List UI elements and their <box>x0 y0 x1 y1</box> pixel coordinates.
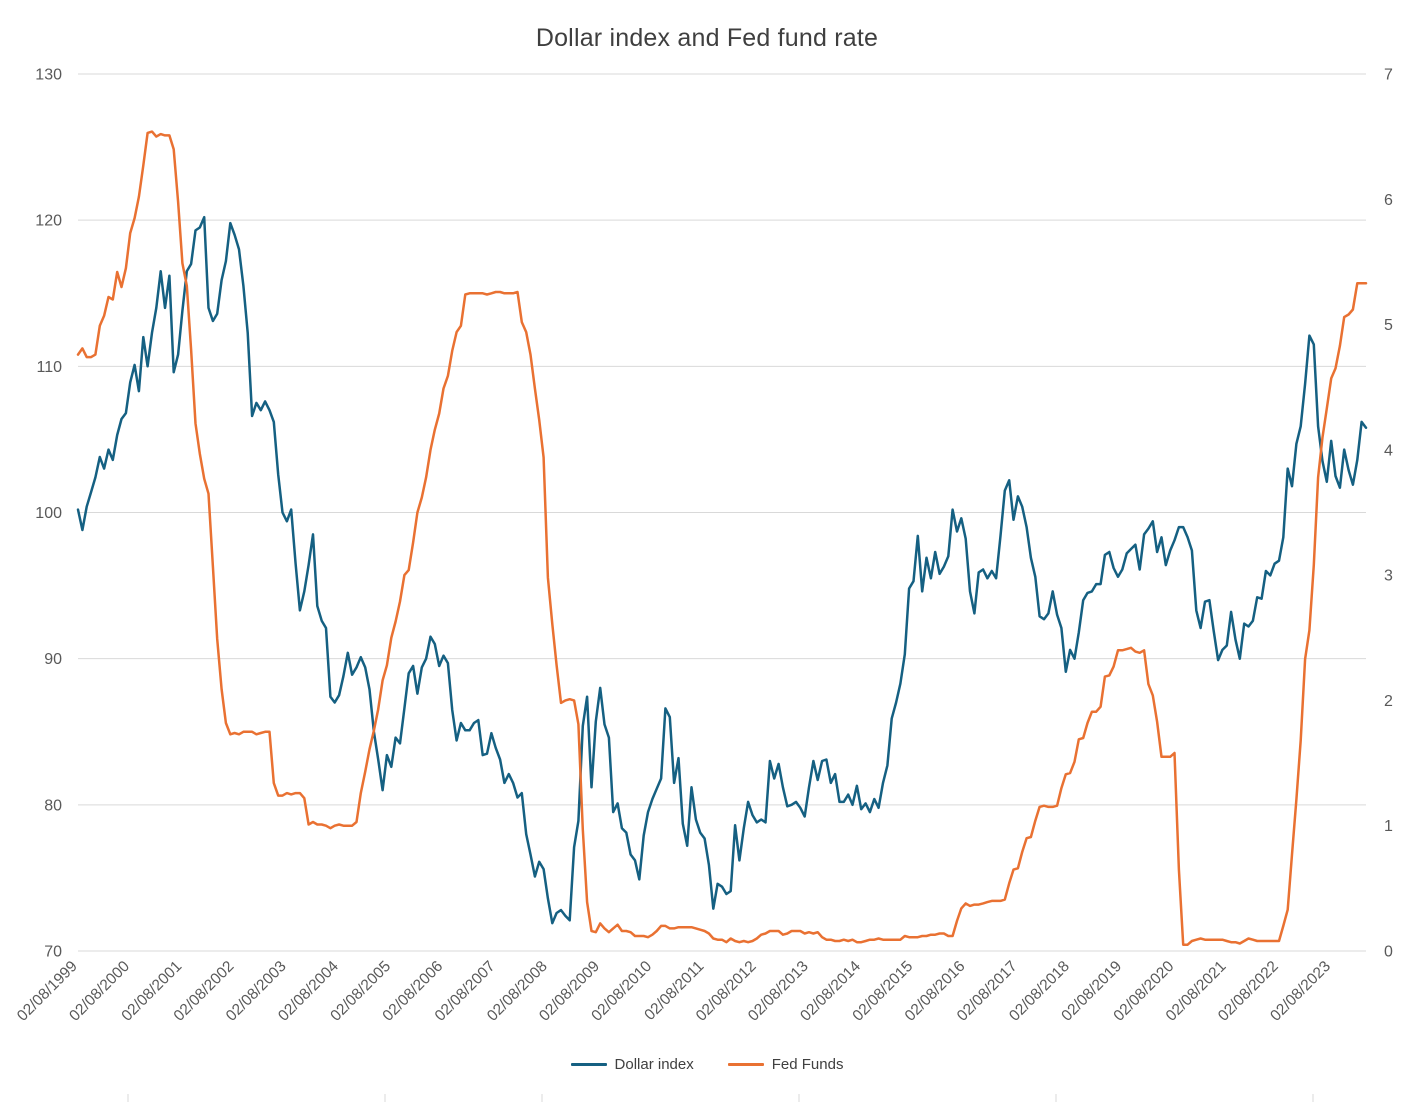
y-axis-right-tick-label: 4 <box>1384 442 1393 459</box>
y-axis-right-tick-label: 1 <box>1384 818 1393 835</box>
y-axis-right-tick-label: 0 <box>1384 944 1393 961</box>
y-axis-left-tick-label: 80 <box>44 797 62 814</box>
legend-item-fed-funds: Fed Funds <box>727 1056 844 1073</box>
y-axis-left-tick-label: 120 <box>35 213 62 230</box>
legend-item-dollar-index: Dollar index <box>570 1056 694 1073</box>
y-axis-right-tick-label: 5 <box>1384 317 1393 334</box>
fed-funds-line-swatch-icon <box>727 1063 764 1066</box>
dollar-index-line <box>76 215 1368 925</box>
y-axis-left-tick-label: 100 <box>35 505 62 522</box>
y-axis-left-tick-label: 90 <box>44 651 62 668</box>
legend-label-fed-funds: Fed Funds <box>771 1056 844 1073</box>
dollar-index-line-swatch-icon <box>570 1063 607 1066</box>
fed-funds-line <box>76 130 1368 946</box>
y-axis-right-tick-label: 3 <box>1384 568 1393 585</box>
y-axis-left-tick-label: 110 <box>36 359 62 376</box>
y-axis-right-tick-label: 6 <box>1384 192 1393 209</box>
y-axis-left-tick-label: 130 <box>35 67 62 84</box>
chart-title: Dollar index and Fed fund rate <box>535 24 879 52</box>
y-axis-right-tick-label: 7 <box>1384 67 1393 84</box>
y-axis-right-tick-label: 2 <box>1384 693 1393 710</box>
legend-label-dollar-index: Dollar index <box>614 1056 694 1073</box>
y-axis-left-tick-label: 70 <box>44 944 62 961</box>
chart-legend: Dollar index Fed Funds <box>0 1056 1414 1073</box>
